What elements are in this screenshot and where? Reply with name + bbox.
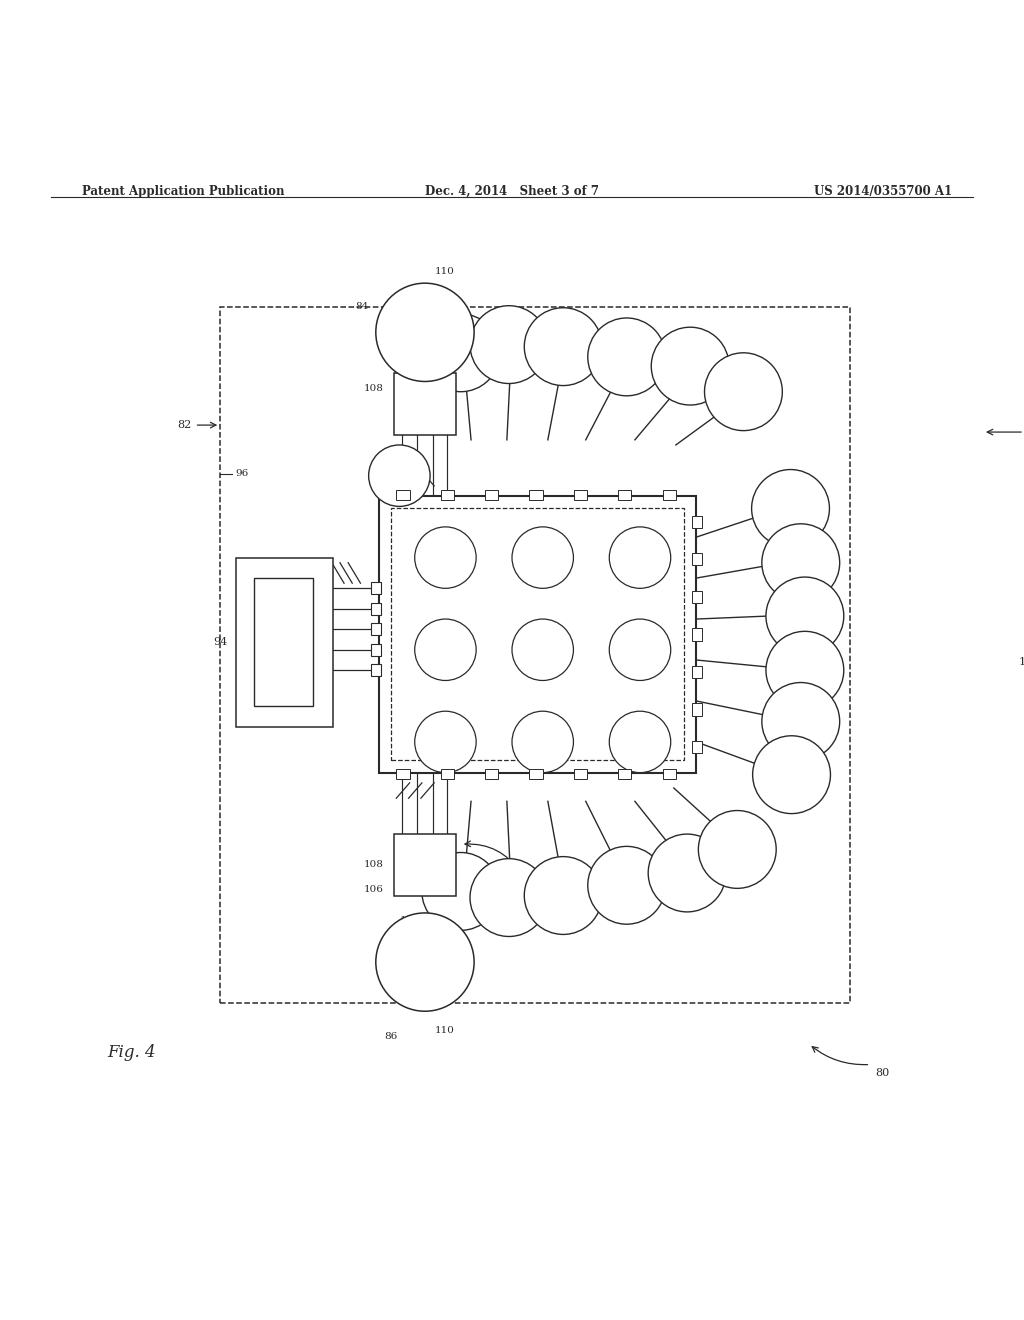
Circle shape bbox=[588, 318, 666, 396]
Text: 112: 112 bbox=[384, 569, 402, 578]
Bar bbox=[485, 490, 499, 500]
Circle shape bbox=[369, 445, 430, 507]
Circle shape bbox=[524, 308, 602, 385]
Bar bbox=[440, 490, 454, 500]
Circle shape bbox=[705, 352, 782, 430]
Bar bbox=[254, 578, 313, 706]
Circle shape bbox=[609, 527, 671, 589]
Circle shape bbox=[376, 284, 474, 381]
Text: 106: 106 bbox=[1019, 657, 1024, 667]
Circle shape bbox=[422, 853, 500, 931]
Text: Patent Application Publication: Patent Application Publication bbox=[82, 185, 285, 198]
Bar bbox=[396, 768, 410, 779]
Circle shape bbox=[470, 858, 548, 936]
Circle shape bbox=[512, 711, 573, 772]
Bar bbox=[663, 768, 676, 779]
Circle shape bbox=[512, 619, 573, 681]
Circle shape bbox=[762, 682, 840, 760]
Bar bbox=[391, 508, 684, 760]
Text: 82: 82 bbox=[177, 420, 191, 430]
Text: 102: 102 bbox=[399, 916, 419, 925]
Text: Fig. 4: Fig. 4 bbox=[108, 1044, 156, 1061]
Circle shape bbox=[609, 711, 671, 772]
Bar bbox=[573, 490, 587, 500]
Circle shape bbox=[698, 810, 776, 888]
Bar bbox=[529, 768, 543, 779]
Circle shape bbox=[762, 524, 840, 602]
Bar bbox=[371, 664, 381, 676]
Circle shape bbox=[609, 619, 671, 681]
Circle shape bbox=[648, 834, 726, 912]
Circle shape bbox=[588, 846, 666, 924]
Bar bbox=[394, 834, 456, 895]
Bar bbox=[440, 768, 454, 779]
Text: 80: 80 bbox=[876, 1068, 890, 1077]
Bar bbox=[692, 591, 702, 603]
Bar bbox=[396, 490, 410, 500]
Bar bbox=[371, 582, 381, 594]
Bar bbox=[692, 741, 702, 754]
Bar bbox=[618, 768, 632, 779]
Text: 88: 88 bbox=[814, 663, 828, 673]
Circle shape bbox=[415, 711, 476, 772]
Circle shape bbox=[752, 470, 829, 548]
Bar bbox=[663, 490, 676, 500]
Bar bbox=[692, 704, 702, 715]
Circle shape bbox=[415, 527, 476, 589]
Text: US 2014/0355700 A1: US 2014/0355700 A1 bbox=[814, 185, 952, 198]
Circle shape bbox=[651, 327, 729, 405]
Circle shape bbox=[766, 577, 844, 655]
Bar bbox=[379, 496, 696, 772]
Text: Dec. 4, 2014   Sheet 3 of 7: Dec. 4, 2014 Sheet 3 of 7 bbox=[425, 185, 599, 198]
Bar bbox=[371, 644, 381, 656]
Bar bbox=[529, 490, 543, 500]
Bar bbox=[394, 374, 456, 434]
Bar bbox=[485, 768, 499, 779]
Circle shape bbox=[470, 306, 548, 384]
Text: 94: 94 bbox=[213, 638, 227, 647]
Bar bbox=[371, 623, 381, 635]
Bar bbox=[618, 490, 632, 500]
Bar bbox=[692, 665, 702, 678]
Circle shape bbox=[512, 527, 573, 589]
Text: 86: 86 bbox=[384, 1032, 397, 1040]
Circle shape bbox=[376, 913, 474, 1011]
Bar bbox=[220, 306, 850, 1003]
Bar bbox=[692, 553, 702, 565]
Text: 84: 84 bbox=[355, 302, 369, 312]
Text: 110: 110 bbox=[435, 1026, 455, 1035]
Text: 114: 114 bbox=[384, 685, 402, 694]
Text: 96: 96 bbox=[236, 470, 249, 478]
Circle shape bbox=[524, 857, 602, 935]
Bar bbox=[236, 557, 333, 726]
Circle shape bbox=[422, 314, 500, 392]
Text: 110: 110 bbox=[435, 267, 455, 276]
Text: 108: 108 bbox=[365, 861, 384, 870]
Circle shape bbox=[753, 735, 830, 813]
Text: 106: 106 bbox=[365, 884, 384, 894]
Text: 90: 90 bbox=[527, 876, 542, 887]
Bar bbox=[573, 768, 587, 779]
Bar bbox=[692, 516, 702, 528]
Circle shape bbox=[415, 619, 476, 681]
Bar bbox=[692, 628, 702, 640]
Bar bbox=[371, 603, 381, 615]
Text: 108: 108 bbox=[365, 384, 384, 393]
Circle shape bbox=[766, 631, 844, 709]
